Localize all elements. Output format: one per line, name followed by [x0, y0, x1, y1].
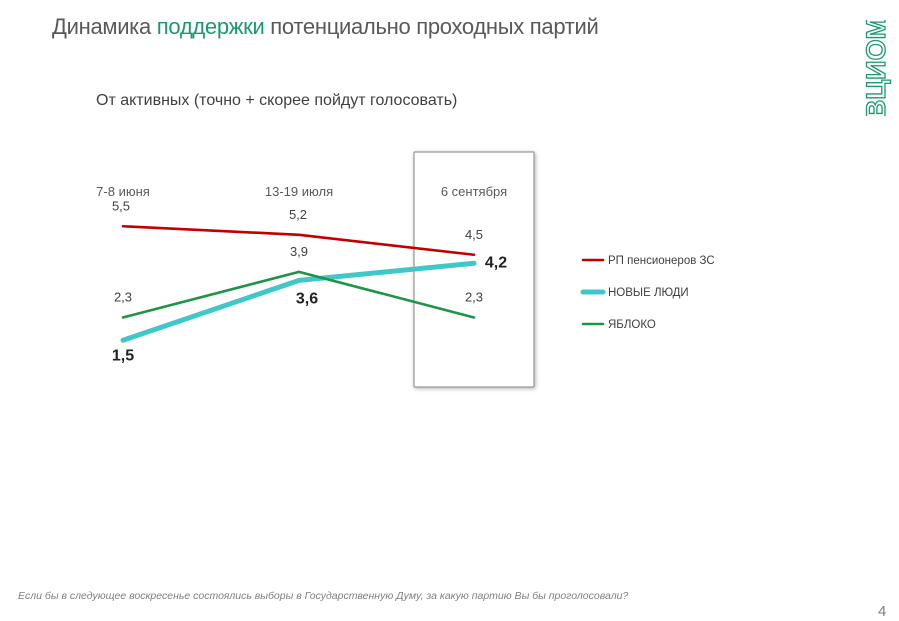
title-part-2: потенциально проходных партий	[264, 14, 599, 39]
data-label: 5,2	[289, 207, 307, 222]
series-line-1	[121, 224, 476, 257]
data-label: 3,9	[290, 244, 308, 259]
legend-label: РП пенсионеров ЗС	[608, 255, 715, 267]
category-label: 7-8 июня	[96, 184, 150, 199]
title-highlight: поддержки	[156, 14, 265, 39]
page-number: 4	[878, 603, 887, 620]
legend-label: НОВЫЕ ЛЮДИ	[608, 287, 689, 299]
data-label: 4,2	[485, 254, 507, 271]
survey-question-footnote: Если бы в следующее воскресенье состояли…	[18, 590, 629, 602]
series-line-3	[121, 270, 476, 319]
title-part-1: Динамика	[52, 14, 157, 39]
legend-label: ЯБЛОКО	[608, 319, 656, 331]
data-label: 4,5	[465, 227, 483, 242]
data-label: 1,5	[112, 347, 134, 364]
vciom-logo: ВЦИОМ	[860, 20, 891, 116]
data-label: 2,3	[114, 289, 132, 304]
chart-subtitle: От активных (точно + скорее пойдут голос…	[96, 92, 458, 109]
vciom-logo-text: ВЦИОМ	[861, 20, 891, 116]
page-title: Динамика поддержки потенциально проходны…	[52, 14, 599, 40]
series-line-2	[120, 260, 477, 343]
category-label: 13-19 июля	[265, 184, 333, 199]
data-label: 5,5	[112, 198, 130, 213]
data-label: 3,6	[296, 290, 318, 307]
data-label: 2,3	[465, 289, 483, 304]
category-label: 6 сентября	[441, 184, 507, 199]
